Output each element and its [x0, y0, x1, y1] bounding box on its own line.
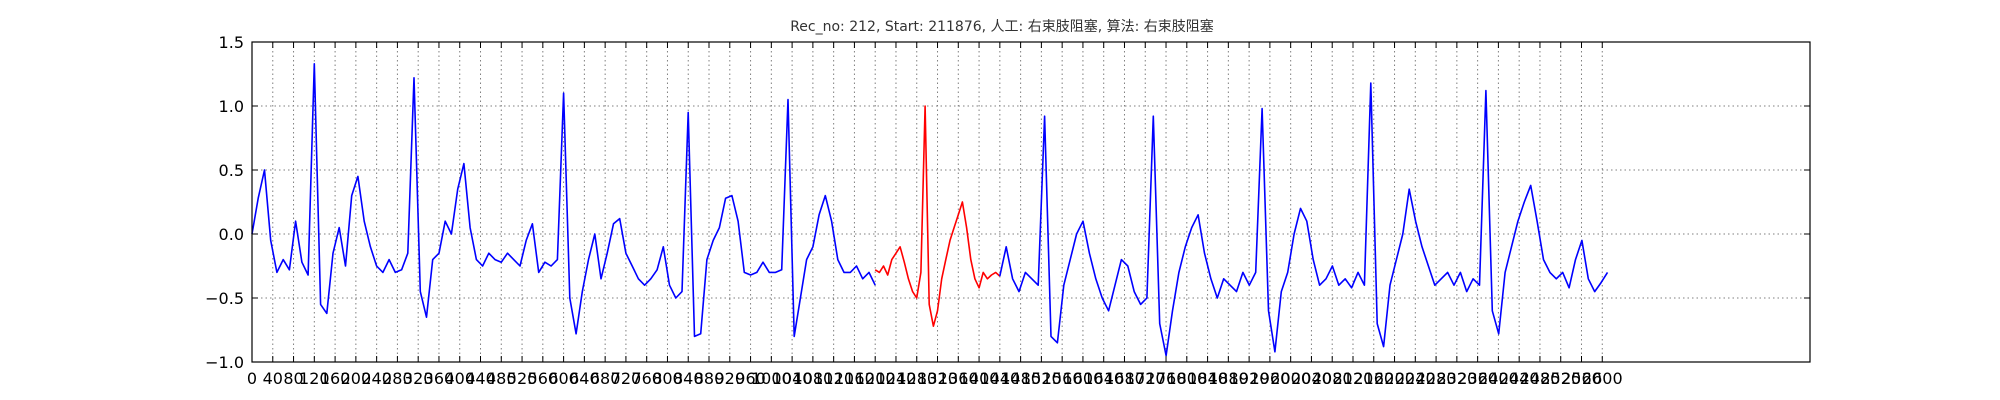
- x-tick-label-22: 880: [694, 369, 725, 388]
- x-tick-label-23: 920: [715, 369, 746, 388]
- x-tick-label-7: 280: [382, 369, 413, 388]
- x-tick-label-27: 1080: [793, 369, 834, 388]
- x-tick-label-15: 600: [548, 369, 579, 388]
- x-tick-label-58: 2320: [1436, 369, 1477, 388]
- x-tick-label-52: 2080: [1312, 369, 1353, 388]
- x-tick-label-8: 320: [403, 369, 434, 388]
- series-lines: [251, 62, 1609, 357]
- x-tick-label-10: 400: [444, 369, 475, 388]
- plot-frame: [251, 41, 1811, 363]
- y-tick-label-4: 1.0: [219, 97, 244, 116]
- x-tick-label-14: 560: [528, 369, 559, 388]
- x-tick-label-12: 480: [486, 369, 517, 388]
- x-tick-label-54: 2160: [1353, 369, 1394, 388]
- x-tick-label-60: 2400: [1478, 369, 1519, 388]
- x-tick-label-32: 1280: [896, 369, 937, 388]
- x-tick-label-1: 40: [263, 369, 283, 388]
- grid-lines: [252, 42, 1810, 362]
- x-tick-label-55: 2200: [1374, 369, 1415, 388]
- x-tick-label-48: 1920: [1229, 369, 1270, 388]
- y-tick-label-3: 0.5: [219, 161, 244, 180]
- x-tick-label-24: 960: [735, 369, 766, 388]
- x-tick-label-37: 1480: [1000, 369, 1041, 388]
- y-tick-label-5: 1.5: [219, 33, 244, 52]
- x-tick-label-49: 1960: [1250, 369, 1291, 388]
- x-tick-label-19: 760: [631, 369, 662, 388]
- y-axis-ticks: −1.0 −0.5 0.0 0.5 1.0 1.5: [205, 33, 1810, 372]
- x-tick-label-59: 2360: [1457, 369, 1498, 388]
- x-tick-label-63: 2520: [1540, 369, 1581, 388]
- y-tick-label-1: −0.5: [205, 289, 244, 308]
- x-tick-label-35: 1400: [959, 369, 1000, 388]
- x-tick-label-56: 2240: [1395, 369, 1436, 388]
- x-tick-label-29: 1160: [834, 369, 875, 388]
- x-tick-label-44: 1760: [1146, 369, 1187, 388]
- x-tick-label-57: 2280: [1416, 369, 1457, 388]
- x-tick-label-36: 1440: [979, 369, 1020, 388]
- x-tick-label-0: 0: [247, 369, 257, 388]
- x-tick-label-28: 1120: [813, 369, 854, 388]
- x-tick-label-31: 1240: [876, 369, 917, 388]
- x-tick-label-16: 640: [569, 369, 600, 388]
- series-line-2: [999, 82, 1609, 357]
- x-tick-label-62: 2480: [1520, 369, 1561, 388]
- chart-title: Rec_no: 212, Start: 211876, 人工: 右束肢阻塞, 算…: [790, 18, 1214, 35]
- x-tick-label-13: 520: [507, 369, 538, 388]
- x-tick-label-26: 1040: [772, 369, 813, 388]
- series-line-1: [874, 105, 1001, 328]
- x-tick-label-45: 1800: [1166, 369, 1207, 388]
- x-tick-label-2: 80: [283, 369, 303, 388]
- x-tick-label-17: 680: [590, 369, 621, 388]
- x-tick-label-64: 2560: [1561, 369, 1602, 388]
- x-axis-ticks: 0 40 8012016020024028032036040044048052056…: [247, 42, 1623, 388]
- x-tick-label-9: 360: [424, 369, 455, 388]
- x-tick-label-40: 1600: [1063, 369, 1104, 388]
- x-tick-label-50: 2000: [1270, 369, 1311, 388]
- x-tick-label-65: 2600: [1582, 369, 1623, 388]
- x-tick-label-6: 240: [361, 369, 392, 388]
- x-tick-label-53: 2120: [1333, 369, 1374, 388]
- x-tick-label-34: 1360: [938, 369, 979, 388]
- x-tick-label-42: 1680: [1104, 369, 1145, 388]
- x-tick-label-11: 440: [465, 369, 496, 388]
- y-tick-label-2: 0.0: [219, 225, 244, 244]
- x-tick-label-41: 1640: [1083, 369, 1124, 388]
- x-tick-label-33: 1320: [917, 369, 958, 388]
- x-tick-label-5: 200: [341, 369, 372, 388]
- x-tick-label-39: 1560: [1042, 369, 1083, 388]
- x-tick-label-43: 1720: [1125, 369, 1166, 388]
- x-tick-label-21: 840: [673, 369, 704, 388]
- series-line-0: [251, 62, 876, 338]
- x-tick-label-20: 800: [652, 369, 683, 388]
- x-tick-label-46: 1840: [1187, 369, 1228, 388]
- x-tick-label-30: 1200: [855, 369, 896, 388]
- x-tick-label-61: 2440: [1499, 369, 1540, 388]
- y-tick-label-0: −1.0: [205, 353, 244, 372]
- x-tick-label-18: 720: [611, 369, 642, 388]
- x-tick-label-3: 120: [299, 369, 330, 388]
- x-tick-label-4: 160: [320, 369, 351, 388]
- x-tick-label-38: 1520: [1021, 369, 1062, 388]
- x-tick-label-47: 1880: [1208, 369, 1249, 388]
- x-tick-label-51: 2040: [1291, 369, 1332, 388]
- x-tick-label-25: 1000: [751, 369, 792, 388]
